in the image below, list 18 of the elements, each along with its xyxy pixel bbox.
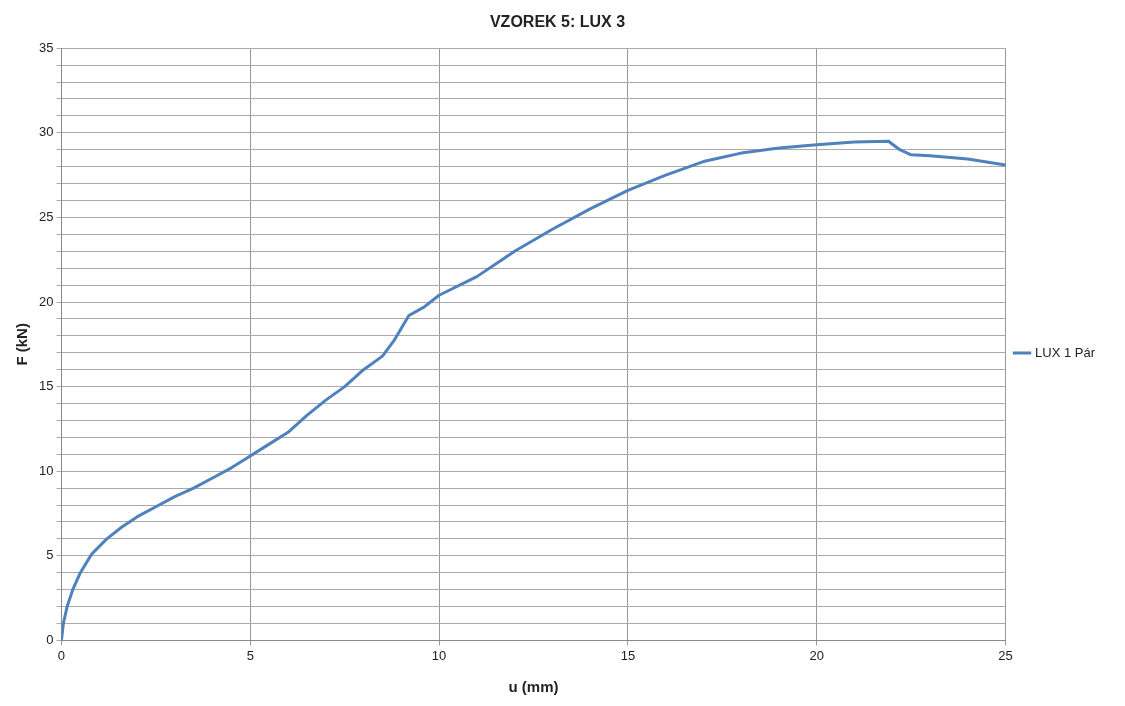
y-tick-label: 0 bbox=[46, 631, 54, 647]
x-tick-label: 20 bbox=[809, 647, 824, 663]
x-tick-label: 0 bbox=[57, 647, 66, 663]
chart-title: VZOREK 5: LUX 3 bbox=[489, 13, 626, 31]
y-tick-label: 15 bbox=[38, 378, 54, 394]
x-tick-label: 15 bbox=[620, 647, 636, 663]
x-axis-title: u (mm) bbox=[508, 678, 559, 696]
x-tick-label: 5 bbox=[246, 647, 254, 663]
x-tick-label: 10 bbox=[431, 647, 447, 663]
y-tick-label: 5 bbox=[46, 547, 54, 563]
x-tick-label: 25 bbox=[998, 647, 1013, 663]
y-tick-label: 35 bbox=[38, 39, 54, 55]
y-tick-label: 30 bbox=[38, 124, 54, 140]
y-tick-label: 10 bbox=[38, 462, 54, 478]
y-tick-label: 25 bbox=[38, 208, 54, 224]
y-axis-title: F (kN) bbox=[13, 323, 31, 366]
legend-label: LUX 1 Pár bbox=[1035, 344, 1096, 360]
y-tick-label: 20 bbox=[38, 293, 54, 309]
